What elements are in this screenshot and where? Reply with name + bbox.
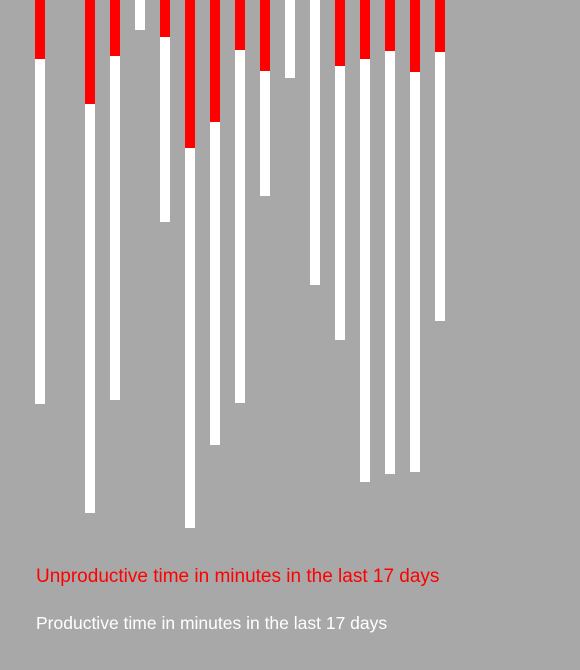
unproductive-bar-7 xyxy=(185,0,195,148)
unproductive-bar-10 xyxy=(260,0,270,71)
unproductive-bar-1 xyxy=(35,0,45,59)
productive-bar-5 xyxy=(135,0,145,30)
unproductive-bar-14 xyxy=(360,0,370,59)
productive-bar-15 xyxy=(385,51,395,474)
productive-bar-7 xyxy=(185,148,195,528)
productive-bar-11 xyxy=(285,0,295,78)
unproductive-bar-13 xyxy=(335,0,345,66)
unproductive-bar-16 xyxy=(410,0,420,72)
unproductive-bar-4 xyxy=(110,0,120,56)
productive-bar-10 xyxy=(260,71,270,196)
productive-bar-3 xyxy=(85,104,95,513)
productive-bar-8 xyxy=(210,122,220,445)
unproductive-bar-8 xyxy=(210,0,220,122)
legend-unproductive-label: Unproductive time in minutes in the last… xyxy=(36,566,440,587)
productive-bar-9 xyxy=(235,50,245,403)
unproductive-bar-6 xyxy=(160,0,170,37)
productive-bar-4 xyxy=(110,56,120,400)
productive-bar-12 xyxy=(310,0,320,285)
productive-bar-17 xyxy=(435,52,445,321)
legend-productive-label: Productive time in minutes in the last 1… xyxy=(36,613,388,633)
bar-chart xyxy=(35,0,445,528)
productive-bar-6 xyxy=(160,37,170,222)
unproductive-bar-9 xyxy=(235,0,245,50)
productive-bar-1 xyxy=(35,59,45,404)
unproductive-bar-15 xyxy=(385,0,395,51)
productive-bar-14 xyxy=(360,59,370,482)
productive-bar-16 xyxy=(410,72,420,472)
unproductive-bar-17 xyxy=(435,0,445,52)
productive-bar-13 xyxy=(335,66,345,340)
unproductive-bar-3 xyxy=(85,0,95,104)
